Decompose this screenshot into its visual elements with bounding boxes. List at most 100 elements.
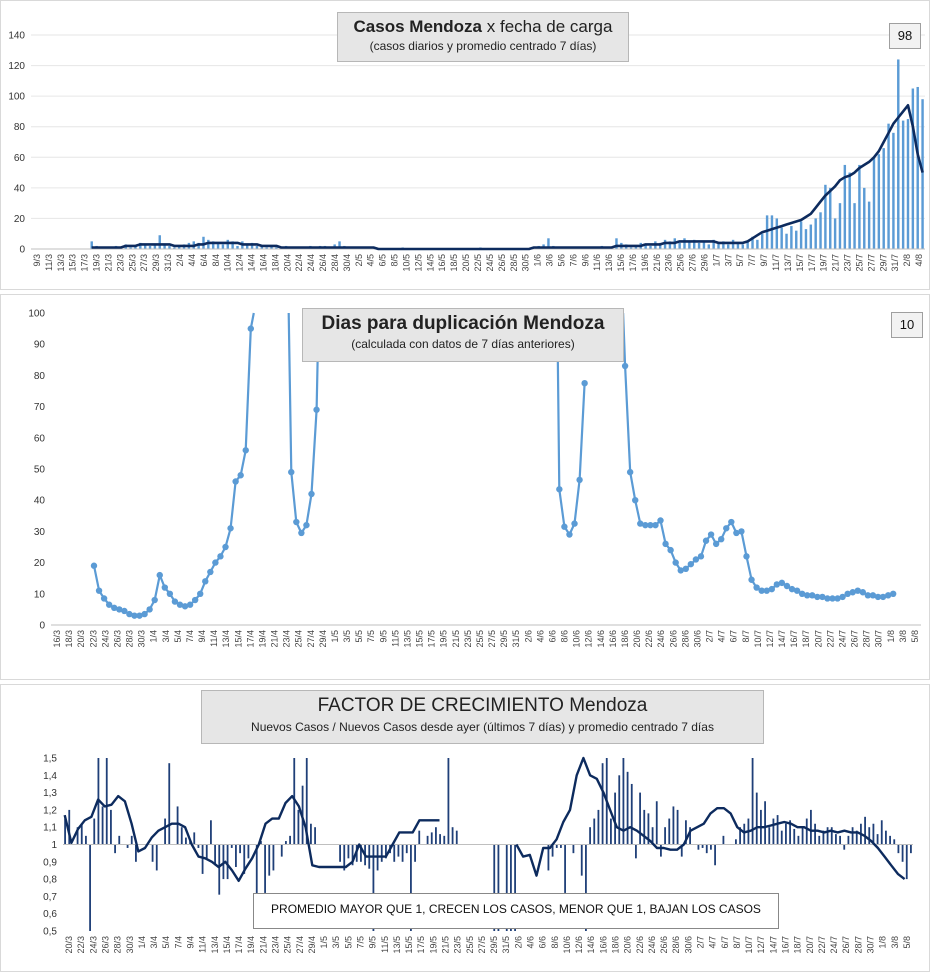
casos-ytick-label: 140 xyxy=(8,31,25,42)
casos-bar xyxy=(872,157,876,249)
casos-bar xyxy=(173,247,176,249)
factor-ytick-label: 1,2 xyxy=(43,805,57,816)
casos-bar xyxy=(727,244,730,249)
factor-bar xyxy=(680,844,683,857)
dup-point xyxy=(763,587,770,594)
casos-bar xyxy=(202,236,205,249)
factor-xtick-label: 28/7 xyxy=(853,936,863,954)
casos-bar xyxy=(877,154,881,249)
factor-xtick-label: 4/7 xyxy=(708,936,718,949)
casos-bar xyxy=(683,238,686,249)
casos-bar xyxy=(756,239,759,249)
dup-xtick-label: 16/3 xyxy=(52,630,62,648)
casos-bar xyxy=(697,242,701,249)
factor-bar xyxy=(743,823,746,845)
dup-point xyxy=(227,525,234,532)
casos-xtick-label: 14/5 xyxy=(425,254,435,272)
factor-avg-line xyxy=(515,756,906,881)
factor-bar xyxy=(401,844,404,862)
casos-xtick-label: 17/7 xyxy=(807,254,817,272)
dup-xtick-label: 19/5 xyxy=(439,630,449,648)
factor-bar xyxy=(560,844,562,848)
dup-xtick-label: 31/5 xyxy=(511,630,521,648)
factor-bar xyxy=(635,844,637,859)
factor-bar xyxy=(710,844,712,850)
factor-bar xyxy=(493,844,496,931)
factor-xtick-label: 6/7 xyxy=(720,936,730,949)
factor-bar xyxy=(864,816,866,845)
factor-bar xyxy=(239,844,241,854)
casos-xtick-label: 15/7 xyxy=(795,254,805,272)
factor-bar xyxy=(755,792,758,845)
factor-xtick-label: 8/7 xyxy=(732,936,742,949)
factor-bar xyxy=(547,844,550,871)
factor-xtick-label: 12/6 xyxy=(574,936,584,954)
dup-point xyxy=(844,590,851,597)
dup-point xyxy=(854,587,861,594)
dup-point xyxy=(712,540,720,548)
casos-bar xyxy=(770,215,774,249)
factor-bar xyxy=(260,841,262,845)
casos-bar xyxy=(707,244,711,249)
dup-ytick-label: 80 xyxy=(34,371,46,382)
dup-xtick-label: 26/7 xyxy=(850,630,860,648)
dup-xtick-label: 26/3 xyxy=(112,630,122,648)
chart-factor-title: FACTOR DE CRECIMIENTO Mendoza xyxy=(317,695,648,716)
dup-xtick-label: 18/7 xyxy=(801,630,811,648)
dup-xtick-label: 23/4 xyxy=(282,630,292,648)
chart-factor-note: PROMEDIO MAYOR QUE 1, CRECEN LOS CASOS, … xyxy=(253,893,779,929)
dup-point xyxy=(809,592,816,599)
factor-bar xyxy=(905,844,908,880)
factor-bar xyxy=(685,820,687,845)
dup-point xyxy=(621,362,629,370)
factor-bar xyxy=(455,830,458,845)
factor-bar xyxy=(901,844,904,862)
dup-xtick-label: 3/5 xyxy=(342,630,352,643)
factor-bar xyxy=(110,809,112,845)
factor-bar xyxy=(439,834,441,845)
dup-point xyxy=(682,565,689,573)
casos-xtick-label: 29/3 xyxy=(151,254,161,272)
casos-ytick-label: 0 xyxy=(19,245,25,256)
casos-bar xyxy=(765,215,769,249)
factor-bar xyxy=(847,835,850,845)
factor-bar xyxy=(885,830,887,845)
factor-bar xyxy=(164,818,166,845)
dup-point xyxy=(232,478,239,485)
dup-xtick-label: 8/6 xyxy=(560,630,570,643)
chart-factor-svg: 0,50,60,70,80,911,11,21,31,41,520/3 22/3 2… xyxy=(43,754,913,954)
factor-xtick-label: 17/5 xyxy=(416,936,426,954)
factor-bar xyxy=(601,763,604,845)
factor-xtick-label: 29/5 xyxy=(489,936,499,954)
factor-bar xyxy=(268,844,271,876)
factor-xtick-label: 8/6 xyxy=(550,936,560,949)
casos-bar xyxy=(804,229,808,249)
dup-point xyxy=(308,490,315,498)
chart-factor-subtitle: Nuevos Casos / Nuevos Casos desde ayer (… xyxy=(251,720,714,734)
factor-xtick-label: 25/4 xyxy=(283,936,293,954)
casos-bar xyxy=(853,203,856,249)
dup-xtick-label: 14/6 xyxy=(596,630,606,648)
dup-point xyxy=(191,596,199,604)
dup-xtick-label: 6/7 xyxy=(729,630,739,643)
dup-ytick-label: 0 xyxy=(39,621,45,632)
factor-ytick-label: 1,1 xyxy=(43,823,57,834)
dup-xtick-label: 25/5 xyxy=(475,630,485,648)
factor-bar xyxy=(426,835,429,845)
factor-ytick-label: 0,6 xyxy=(43,909,57,920)
casos-xtick-label: 18/5 xyxy=(449,254,459,272)
casos-xtick-label: 22/4 xyxy=(294,254,304,272)
casos-bar xyxy=(824,184,827,249)
dup-point xyxy=(788,585,796,593)
dup-point xyxy=(697,553,705,560)
factor-xtick-label: 27/5 xyxy=(477,936,487,954)
factor-bar xyxy=(889,835,891,845)
dup-series-line xyxy=(287,312,320,535)
casos-xtick-label: 11/7 xyxy=(771,254,781,271)
factor-bar xyxy=(851,827,854,845)
dup-point xyxy=(212,559,219,566)
factor-bar xyxy=(647,813,650,845)
factor-xtick-label: 24/7 xyxy=(829,936,839,954)
dup-xtick-label: 1/5 xyxy=(330,630,340,643)
factor-xtick-label: 17/4 xyxy=(234,936,244,954)
